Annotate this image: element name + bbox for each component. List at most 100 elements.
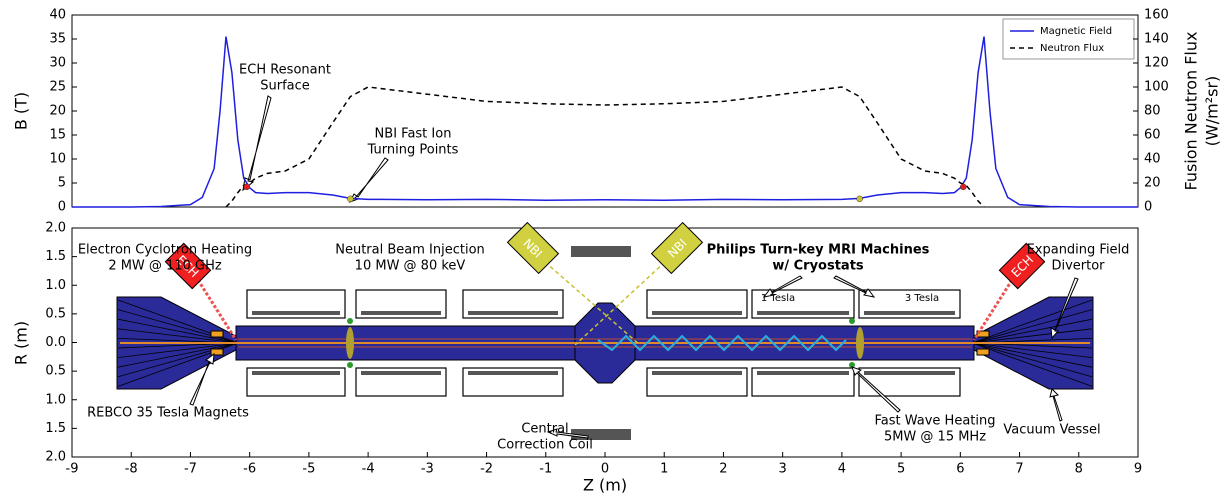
y2-tick-label: 120 [1144,56,1169,71]
y-tick-label: 2.0 [45,221,66,236]
x-tick-label: -6 [243,462,256,477]
y-tick-label: 1.5 [45,249,66,264]
label: Central [521,422,568,437]
series-line [226,87,984,207]
x-tick-label: -9 [66,462,79,477]
y-tick-label: 35 [49,32,66,47]
antenna-dot [347,318,353,324]
coil-strip [468,311,558,315]
x-tick-label: 3 [779,462,787,477]
annotation: ECH Resonant [239,63,331,78]
label: Expanding Field [1027,243,1130,258]
label: 2 MW @ 110 GHz [108,259,222,274]
y-axis-label: R (m) [12,321,31,365]
label: Neutral Beam Injection [335,243,485,258]
label: 3 Tesla [905,293,939,304]
figure: B (T) Fusion Neutron Flux (W/m²sr) ECH R… [0,0,1229,499]
coil-strip [757,371,849,375]
label: Fast Wave Heating [874,414,995,429]
antenna-dot [849,318,855,324]
y-tick-label: 2.0 [45,450,66,465]
x-tick-label: 7 [1015,462,1023,477]
x-tick-label: -1 [539,462,552,477]
y2-tick-label: 20 [1144,176,1161,191]
label: Philips Turn-key MRI Machines [707,243,930,258]
device: ECH ECH NBI NBI [117,223,1093,440]
annotation-point [960,184,966,190]
y-tick-label: 30 [49,56,66,71]
y-tick-label: 15 [49,128,66,143]
x-tick-label: 8 [1075,462,1083,477]
coil-strip [361,371,441,375]
coil-strip [864,371,955,375]
x-tick-label: -3 [421,462,434,477]
y-tick-label: 0.5 [45,364,66,379]
x-tick-label: 2 [719,462,727,477]
y2-tick-label: 160 [1144,8,1169,23]
arrow [243,96,271,190]
y-tick-label: 20 [49,104,66,119]
y-tick-label: 5 [58,176,66,191]
y2-tick-label: 140 [1144,32,1169,47]
coil-strip [361,311,441,315]
series-line [72,37,1138,207]
annotation: Surface [260,79,310,94]
page: {"chart_data": [ {"type": "line", "ylabe… [0,0,1229,499]
legend-label: Magnetic Field [1040,26,1112,37]
coil-strip [652,371,742,375]
label: 10 MW @ 80 keV [355,259,466,274]
rebco-magnet [977,349,989,355]
annotation-point [857,196,863,202]
label: 5MW @ 15 MHz [884,430,986,445]
x-tick-label: -4 [362,462,375,477]
y-tick-label: 40 [49,8,66,23]
arrow [1050,389,1062,421]
antenna [346,327,354,359]
x-tick-label: -2 [480,462,493,477]
nbi-box: NBI [652,223,703,274]
rebco-magnet [211,349,223,355]
arrow [350,158,388,202]
annotation: NBI Fast Ion [375,127,452,142]
x-tick-label: -7 [184,462,197,477]
y-tick-label: 1.0 [45,392,66,407]
y-tick-label: 10 [49,152,66,167]
annotation-point [347,196,353,202]
x-tick-label: 5 [897,462,905,477]
annotation: Turning Points [367,143,459,158]
coil-strip [864,311,955,315]
annotation-point [244,184,250,190]
y-axis-label: B (T) [12,92,31,130]
label: Correction Coil [497,438,593,453]
coil-strip [252,311,340,315]
coil-strip [652,311,742,315]
y2-tick-label: 80 [1144,104,1161,119]
x-tick-label: 1 [660,462,668,477]
x-tick-label: 9 [1134,462,1142,477]
correction-coil [571,246,631,257]
y2-axis-label: (W/m²sr) [1203,76,1222,147]
y-tick-label: 25 [49,80,66,95]
x-tick-label: 6 [956,462,964,477]
y2-tick-label: 60 [1144,128,1161,143]
label: Vacuum Vessel [1003,423,1100,438]
x-tick-label: -5 [302,462,315,477]
antenna [856,327,864,359]
y2-axis-label: Fusion Neutron Flux [1182,32,1201,191]
antenna-dot [347,362,353,368]
rebco-magnet [211,331,223,337]
y2-tick-label: 100 [1144,80,1169,95]
legend-label: Neutron Flux [1040,43,1104,54]
label: REBCO 35 Tesla Magnets [87,406,249,421]
top-frame [72,15,1138,207]
y-tick-label: 0.5 [45,306,66,321]
y-tick-label: 1.0 [45,278,66,293]
coil-strip [757,311,849,315]
nbi-box: NBI [508,223,559,274]
label: w/ Cryostats [772,259,864,274]
x-tick-label: 0 [601,462,609,477]
y2-tick-label: 0 [1144,200,1152,215]
x-axis-label: Z (m) [583,476,627,495]
label: 1 Tesla [761,293,795,304]
label: Divertor [1051,259,1105,274]
